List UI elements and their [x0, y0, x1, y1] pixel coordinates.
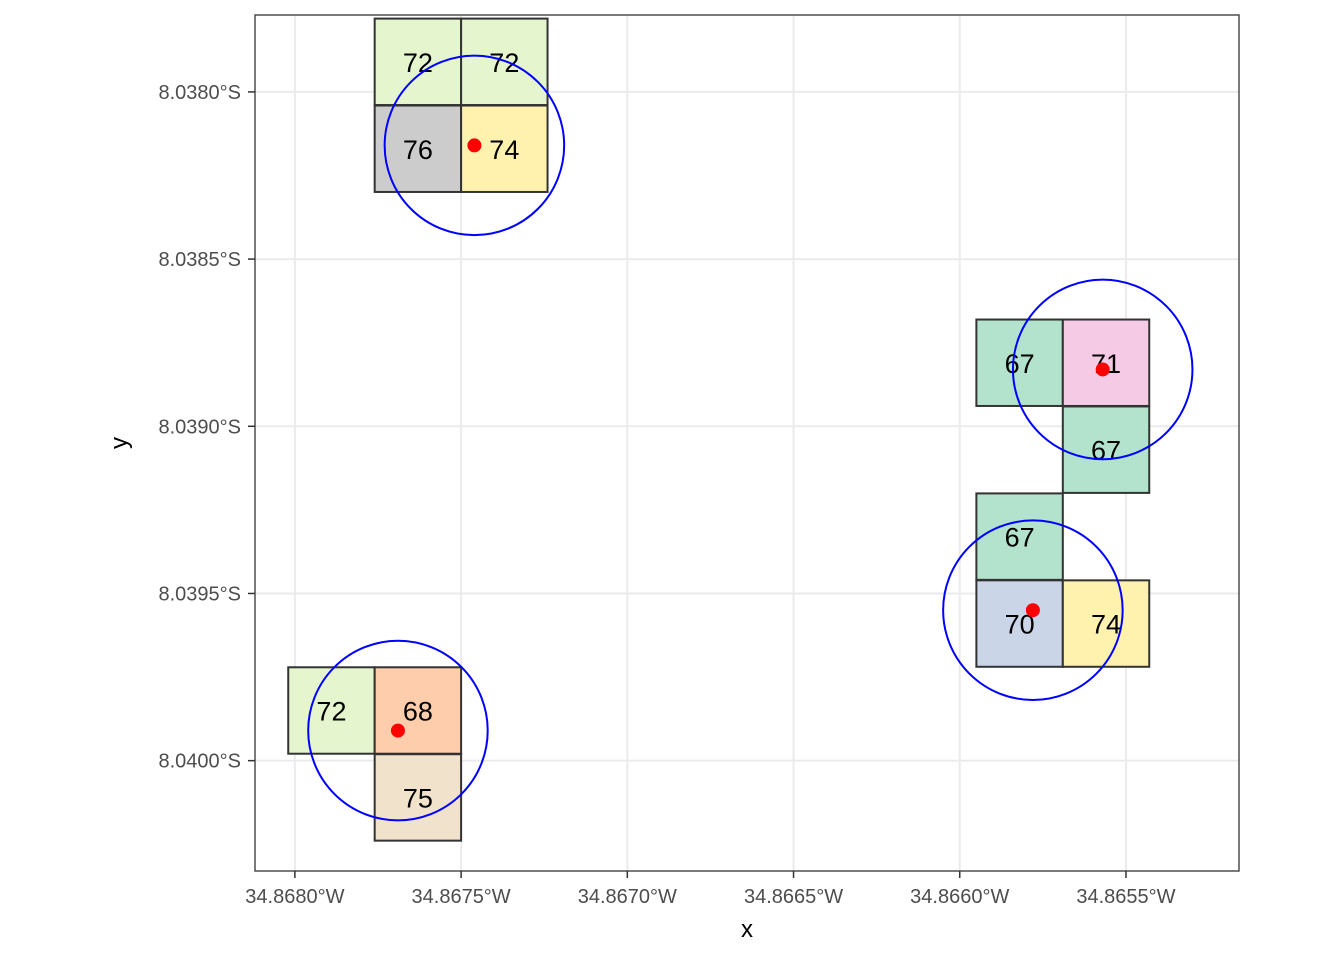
cell-label-4: 67: [1005, 349, 1035, 379]
x-tick-label-4: 34.8660°W: [910, 886, 1009, 908]
cell-5: [1061, 318, 1151, 407]
cell-label-9: 74: [1091, 610, 1121, 640]
x-tick-label-0: 34.8680°W: [245, 886, 344, 908]
x-tick-label-5: 34.8655°W: [1076, 886, 1175, 908]
y-axis-title: y: [106, 437, 133, 449]
y-tick-label-3: 8.0395°S: [158, 583, 241, 605]
location-points: [390, 138, 1110, 738]
buffer-circle-1: [1011, 278, 1194, 461]
buffer-circle-2: [942, 519, 1124, 701]
cell-12: [373, 753, 463, 842]
cell-11: [373, 666, 463, 755]
point-1: [1095, 362, 1110, 377]
cell-label-7: 67: [1005, 523, 1035, 553]
point-0: [467, 138, 482, 153]
x-tick-label-2: 34.8670°W: [578, 886, 677, 908]
cell-label-2: 76: [403, 135, 433, 165]
buffer-circles: [307, 54, 1194, 822]
buffer-circle-3: [307, 639, 489, 822]
y-tick-label-2: 8.0390°S: [158, 416, 241, 438]
y-tick-label-4: 8.0400°S: [158, 751, 241, 773]
cell-label-0: 72: [403, 48, 433, 78]
cell-6: [1061, 405, 1151, 494]
y-tick-label-1: 8.0385°S: [158, 249, 241, 271]
cell-label-12: 75: [403, 783, 433, 813]
point-3: [390, 723, 405, 738]
x-axis-title: x: [741, 916, 753, 943]
point-2: [1025, 603, 1040, 618]
cell-9: [1061, 579, 1151, 668]
cell-label-6: 67: [1091, 436, 1121, 466]
panel-border: [254, 14, 1240, 872]
cell-10: [287, 666, 376, 755]
cell-label-1: 72: [489, 48, 519, 78]
cell-label-11: 68: [403, 697, 433, 727]
x-tick-label-1: 34.8675°W: [412, 886, 511, 908]
cell-label-10: 72: [316, 697, 346, 727]
y-tick-label-0: 8.0380°S: [158, 82, 241, 104]
buffer-circle-0: [383, 54, 566, 237]
cell-label-3: 74: [489, 135, 519, 165]
x-tick-label-3: 34.8665°W: [744, 886, 843, 908]
axes: 34.8680°W 34.8675°W 34.8670°W 34.8665°W 34.8…: [158, 82, 1175, 908]
cell-7: [975, 492, 1064, 581]
